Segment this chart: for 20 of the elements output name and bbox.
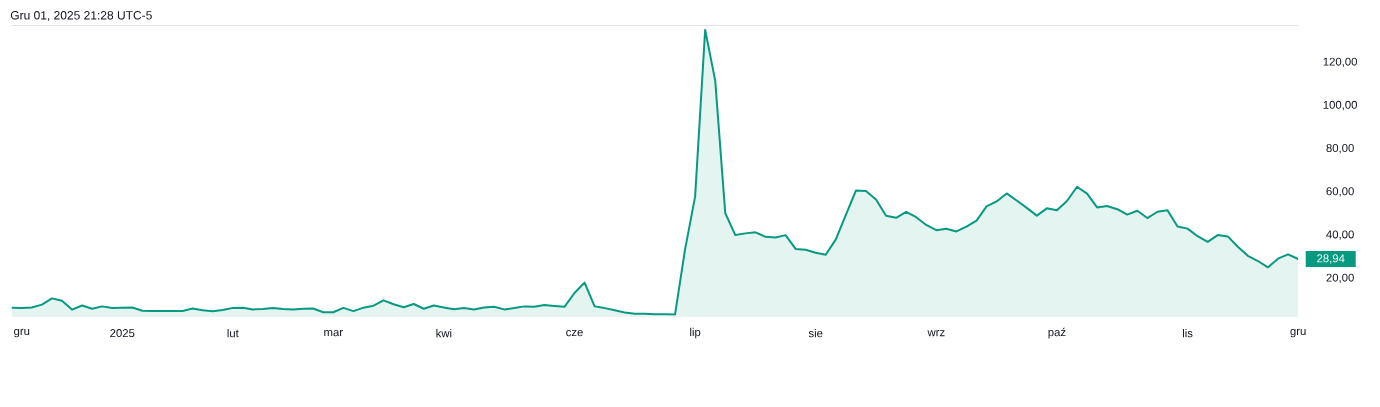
x-tick-label: cze [566,329,583,337]
x-tick-label: 2025 [110,329,135,338]
y-tick-label: 100,00 [1323,100,1357,111]
x-tick-label: sie [808,328,823,338]
y-tick-label: 120,00 [1323,57,1357,67]
chart-title: Gru 01, 2025 21:28 UTC-5 [10,11,152,21]
x-tick-label: gru [1290,328,1306,338]
x-tick-label: lis [1182,328,1193,338]
x-tick-label: lip [690,327,701,339]
text: 28,94 [1317,254,1345,264]
x-tick-label: wrz [927,330,945,337]
y-tick-label: 40,00 [1326,230,1354,240]
x-tick-label: kwi [436,328,452,338]
y-tick-label: 60,00 [1326,187,1354,197]
x-tick-label: paź [1048,327,1066,339]
x-tick-label: gru [14,328,30,338]
x-tick-label: lut [227,328,239,338]
x-tick-label: mar [324,329,343,337]
y-tick-label: 20,00 [1326,273,1354,283]
y-tick-label: 80,00 [1326,144,1354,154]
